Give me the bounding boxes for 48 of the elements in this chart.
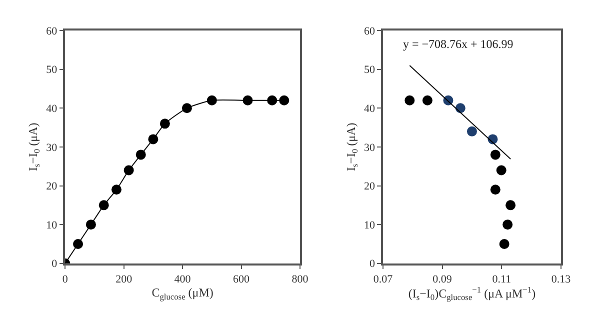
y-tick-label: 50 xyxy=(46,64,58,76)
point xyxy=(86,220,96,230)
point xyxy=(496,165,506,176)
point xyxy=(466,126,477,136)
y-tick-label: 40 xyxy=(364,102,376,115)
point xyxy=(279,95,290,106)
x-tick-label: 0 xyxy=(62,273,68,286)
point xyxy=(242,95,253,106)
y-tick-label: 0 xyxy=(52,258,58,270)
point xyxy=(111,184,122,195)
point xyxy=(148,134,158,144)
text: (I$_{s}$−I$_{0}$)C$_{glucose}$$^{−1}$ (μA μM$^{−1}$) xyxy=(408,285,536,302)
point xyxy=(160,118,170,129)
y-tick-label: 30 xyxy=(46,142,58,154)
y-tick-label: 60 xyxy=(364,25,376,38)
point xyxy=(422,95,432,106)
y-tick-label: 10 xyxy=(46,219,58,232)
y-tick-label: 0 xyxy=(369,258,376,270)
point xyxy=(499,238,510,249)
y-tick-label: 60 xyxy=(46,25,58,38)
x-tick-label: 200 xyxy=(116,273,133,286)
point xyxy=(124,165,134,176)
point xyxy=(136,150,146,160)
point xyxy=(506,200,516,210)
point xyxy=(490,184,500,195)
y-tick-label: 30 xyxy=(364,142,376,154)
x-tick-label: 0.13 xyxy=(551,273,572,286)
point xyxy=(206,95,217,106)
annotation: y = −708.76x + 106.99 xyxy=(403,37,514,51)
x-tick-label: 400 xyxy=(174,273,192,286)
x-tick-label: 0.11 xyxy=(492,273,512,286)
x-tick-label: 600 xyxy=(233,273,250,286)
y-tick-label: 40 xyxy=(46,102,58,115)
point xyxy=(73,238,84,249)
point xyxy=(490,150,500,160)
y-tick-label: 20 xyxy=(46,180,58,193)
y-tick-label: 50 xyxy=(364,64,376,76)
y-tick-label: 10 xyxy=(364,219,376,232)
x-tick-label: 0.09 xyxy=(432,273,452,286)
point xyxy=(502,220,513,230)
x-tick-label: 800 xyxy=(292,273,309,286)
y-tick-label: 20 xyxy=(364,180,376,193)
point xyxy=(182,103,192,114)
point xyxy=(98,200,109,210)
point xyxy=(267,95,278,106)
x-tick-label: 0.07 xyxy=(373,273,394,286)
point xyxy=(404,95,415,106)
x-axis-title: C$_{glucose}$ (μM) xyxy=(152,286,214,302)
